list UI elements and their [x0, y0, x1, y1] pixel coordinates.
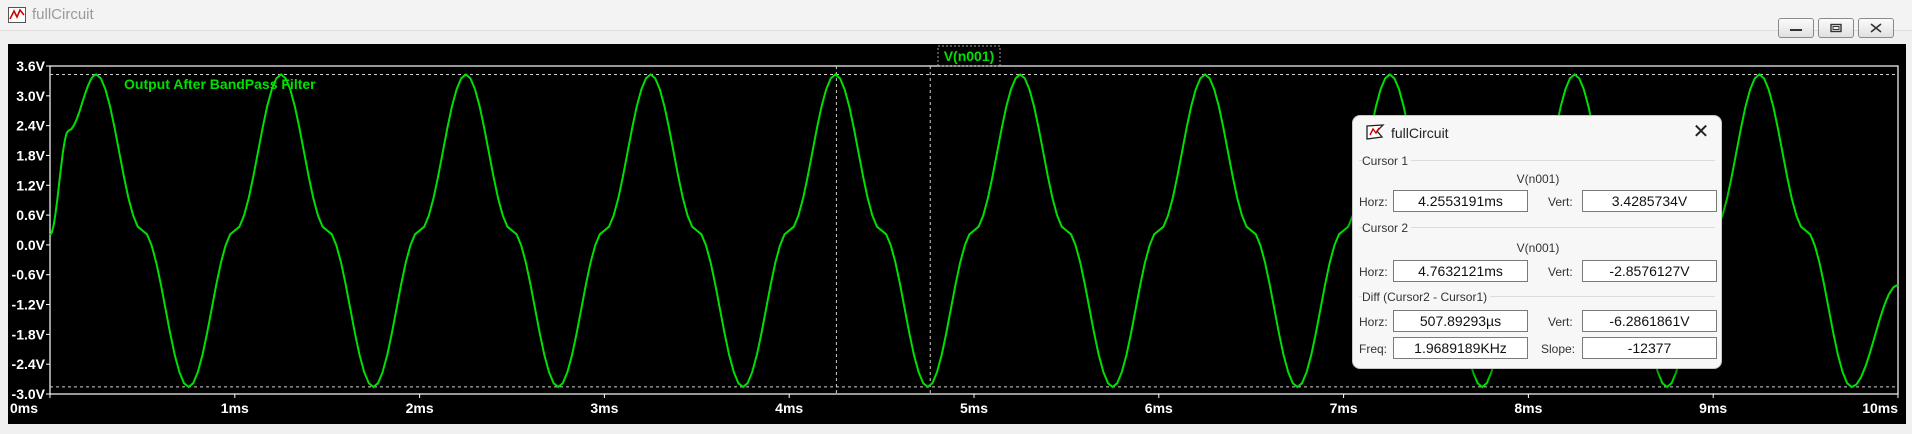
cursor-lines[interactable]: [50, 66, 1898, 394]
x-tick-label: 2ms: [406, 400, 434, 416]
diff-group-label: Diff (Cursor2 - Cursor1): [1362, 290, 1491, 304]
cursor1-group-label: Cursor 1: [1362, 154, 1412, 168]
y-tick-label: 3.6V: [16, 58, 45, 74]
waveform-chart[interactable]: 3.6V 3.0V 2.4V 1.8V 1.2V 0.6V 0.0V -0.6V -1.2V -1…: [8, 44, 1906, 424]
y-tick-label: -3.0V: [12, 386, 46, 402]
y-tick-label: -2.4V: [12, 356, 46, 372]
waveform-app-icon: [8, 7, 26, 23]
y-tick-label: 3.0V: [16, 88, 45, 104]
restore-button[interactable]: [1818, 18, 1854, 38]
minimize-icon: [1790, 29, 1802, 31]
trace-v-n001: [49, 73, 1899, 389]
y-tick-label: 1.8V: [16, 147, 45, 163]
x-tick-label: 9ms: [1699, 400, 1727, 416]
x-tick-label: 1ms: [221, 400, 249, 416]
window-title: fullCircuit: [32, 6, 94, 23]
y-axis-ticks: 3.6V 3.0V 2.4V 1.8V 1.2V 0.6V 0.0V -0.6V -1.2V -1…: [12, 58, 50, 402]
diff-separator: [1359, 296, 1715, 297]
cursor2-separator: [1359, 227, 1715, 228]
dialog-title: fullCircuit: [1391, 125, 1449, 141]
y-tick-label: -1.8V: [12, 326, 46, 342]
cursor1-horz-label: Horz:: [1359, 195, 1388, 209]
trace-label[interactable]: V(n001): [944, 48, 995, 64]
cursor2-horz-label: Horz:: [1359, 265, 1388, 279]
close-icon: [1870, 23, 1882, 33]
y-tick-label: 0.6V: [16, 207, 45, 223]
x-tick-label: 8ms: [1514, 400, 1542, 416]
x-tick-label: 7ms: [1330, 400, 1358, 416]
x-axis-ticks: 0ms 1ms 2ms 3ms 4ms 5ms 6ms 7ms 8ms 9ms 10ms: [10, 394, 1899, 416]
diff-horz-field[interactable]: 507.89293µs: [1393, 310, 1528, 332]
cursor2-signal: V(n001): [1516, 241, 1560, 255]
x-tick-label: 6ms: [1145, 400, 1173, 416]
y-tick-label: -0.6V: [12, 267, 46, 283]
diff-horz-label: Horz:: [1359, 315, 1388, 329]
x-tick-label: 4ms: [775, 400, 803, 416]
close-window-button[interactable]: [1858, 18, 1894, 38]
diff-vert-label: Vert:: [1548, 315, 1573, 329]
y-tick-label: 2.4V: [16, 118, 45, 134]
trace-label-box[interactable]: [937, 45, 1001, 67]
probe-icon: [1366, 124, 1385, 140]
cursor2-group-label: Cursor 2: [1362, 221, 1412, 235]
plot-annotation: Output After BandPass Filter: [124, 76, 316, 92]
diff-slope-label: Slope:: [1541, 342, 1576, 356]
cursor2-vert-label: Vert:: [1548, 265, 1573, 279]
cursor1-horz-field[interactable]: 4.2553191ms: [1393, 190, 1528, 212]
x-tick-label: 0ms: [10, 400, 38, 416]
cursor1-separator: [1359, 160, 1715, 161]
cursor1-signal: V(n001): [1516, 172, 1560, 186]
restore-icon: [1830, 23, 1842, 33]
diff-slope-field[interactable]: -12377: [1582, 337, 1717, 359]
x-tick-label: 10ms: [1862, 400, 1898, 416]
diff-freq-field[interactable]: 1.9689189KHz: [1393, 337, 1528, 359]
y-tick-label: 1.2V: [16, 177, 45, 193]
diff-freq-label: Freq:: [1359, 342, 1388, 356]
minimize-button[interactable]: [1778, 18, 1814, 38]
cursor-dialog[interactable]: fullCircuit ✕ Cursor 1 V(n001) Horz: 4.2…: [1352, 115, 1722, 369]
cursor1-vert-label: Vert:: [1548, 195, 1573, 209]
cursor2-vert-field[interactable]: -2.8576127V: [1582, 260, 1717, 282]
diff-vert-field[interactable]: -6.2861861V: [1582, 310, 1717, 332]
cursor2-horz-field[interactable]: 4.7632121ms: [1393, 260, 1528, 282]
cursor1-vert-field[interactable]: 3.4285734V: [1582, 190, 1717, 212]
dialog-close-button[interactable]: ✕: [1692, 121, 1710, 143]
y-tick-label: -1.2V: [12, 297, 46, 313]
y-tick-label: 0.0V: [16, 237, 45, 253]
x-tick-label: 5ms: [960, 400, 988, 416]
window-titlebar: fullCircuit: [0, 0, 1912, 31]
x-tick-label: 3ms: [590, 400, 618, 416]
